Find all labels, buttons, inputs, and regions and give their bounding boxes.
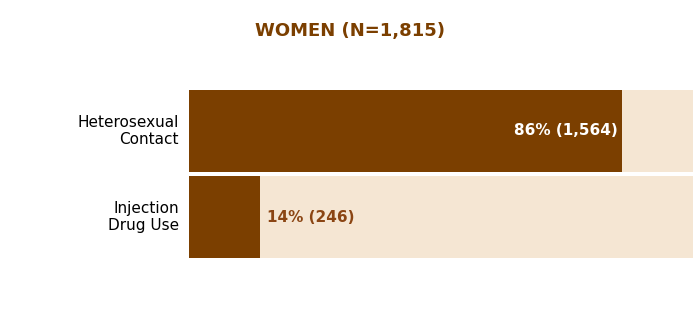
- Text: Injection
Drug Use: Injection Drug Use: [108, 201, 179, 233]
- Bar: [189, 176, 693, 258]
- Bar: [189, 176, 260, 258]
- Bar: [189, 90, 693, 172]
- Text: 14% (246): 14% (246): [267, 210, 355, 225]
- Text: 86% (1,564): 86% (1,564): [514, 123, 617, 138]
- Text: WOMEN (N=1,815): WOMEN (N=1,815): [255, 22, 445, 40]
- Bar: [189, 90, 622, 172]
- Text: Heterosexual
Contact: Heterosexual Contact: [78, 115, 179, 147]
